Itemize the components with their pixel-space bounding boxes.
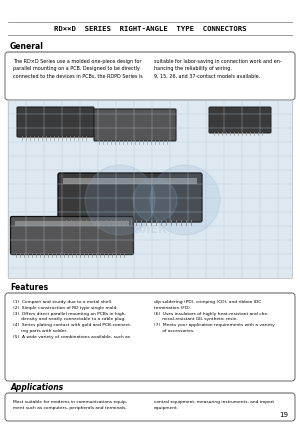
FancyBboxPatch shape (17, 107, 94, 137)
Circle shape (150, 165, 220, 235)
Text: 19: 19 (279, 412, 288, 418)
Text: suitable for labor-saving in connection work and en-
hancing the reliability of : suitable for labor-saving in connection … (154, 59, 282, 78)
Text: ЭЛЕК: ЭЛЕК (133, 225, 167, 235)
Text: General: General (10, 42, 44, 51)
Text: control equipment, measuring instruments, and import
equipment.: control equipment, measuring instruments… (154, 400, 274, 410)
Circle shape (133, 178, 177, 222)
FancyBboxPatch shape (5, 293, 295, 381)
Circle shape (85, 165, 155, 235)
Bar (15, 221, 129, 226)
Text: Applications: Applications (10, 383, 63, 392)
Text: dip soldering (PD), crimping (CD), and ribbon IDC
termination (FD).
(6)  Uses in: dip soldering (PD), crimping (CD), and r… (154, 300, 275, 333)
FancyBboxPatch shape (209, 107, 271, 133)
FancyBboxPatch shape (58, 173, 202, 222)
FancyBboxPatch shape (5, 393, 295, 421)
FancyBboxPatch shape (5, 52, 295, 100)
Text: Features: Features (10, 283, 48, 292)
Text: (1)  Compact and sturdy due to a metal shell.
(2)  Simple construction of RD typ: (1) Compact and sturdy due to a metal sh… (13, 300, 132, 339)
FancyBboxPatch shape (94, 109, 176, 141)
Text: RD××D  SERIES  RIGHT-ANGLE  TYPE  CONNECTORS: RD××D SERIES RIGHT-ANGLE TYPE CONNECTORS (54, 26, 246, 32)
Text: The RD×D Series use a molded one-piece design for
parallel mounting on a PCB. De: The RD×D Series use a molded one-piece d… (13, 59, 143, 78)
FancyBboxPatch shape (11, 216, 134, 255)
Bar (63, 178, 197, 184)
Text: Most suitable for modems in communications equip-
ment such as computers, periph: Most suitable for modems in communicatio… (13, 400, 128, 410)
Bar (8, 100, 292, 278)
